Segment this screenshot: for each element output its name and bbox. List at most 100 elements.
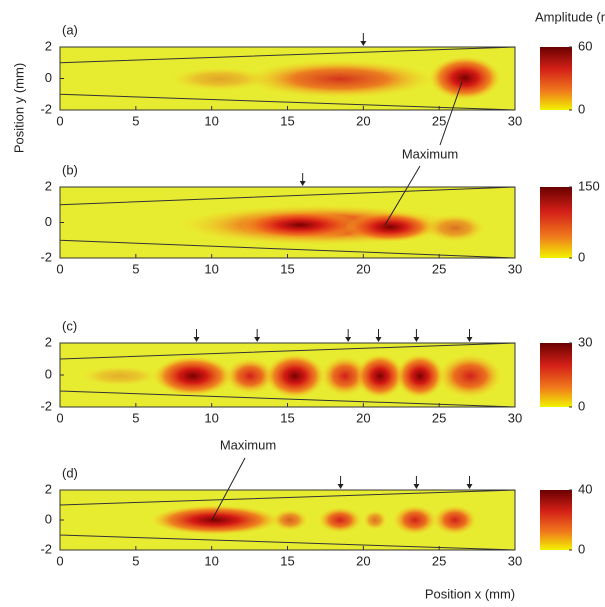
colorbar-tick-label: 0 [578,101,585,116]
x-tick-label: 5 [132,410,139,425]
y-tick-label: -2 [40,249,52,264]
x-tick-label: 25 [432,261,446,276]
x-tick-label: 30 [508,261,522,276]
field-blob [170,67,270,91]
colorbar-tick-label: 0 [578,398,585,413]
x-tick-label: 20 [356,553,370,568]
colorbar-tick-label: 60 [578,38,592,53]
colorbar [540,343,572,407]
y-tick-label: 2 [45,38,52,53]
field-blob [356,354,404,398]
x-tick-label: 10 [204,553,218,568]
arrow-head [345,337,352,342]
annotation: Maximum [402,146,458,161]
field-blob [321,356,369,396]
panel-label: (d) [62,465,78,480]
y-tick-label: 0 [45,366,52,381]
y-tick-label: 2 [45,178,52,193]
field-blob [429,56,501,100]
x-tick-label: 30 [508,410,522,425]
panel-label: (c) [62,318,77,333]
y-tick-label: 0 [45,214,52,229]
x-tick-label: 0 [56,410,63,425]
field-blob [433,505,477,535]
colorbar-tick-label: 30 [578,334,592,349]
x-tick-label: 25 [432,410,446,425]
x-tick-label: 10 [204,113,218,128]
x-tick-label: 5 [132,553,139,568]
y-axis-label: Position y (mm) [11,63,26,153]
field-blob [438,354,502,398]
y-tick-label: -2 [40,101,52,116]
field-blob [225,358,275,394]
x-tick-label: 25 [432,113,446,128]
arrow-head [337,484,344,489]
arrow-head [466,337,473,342]
x-axis-label: Position x (mm) [425,586,515,601]
annotation-line [211,457,246,521]
x-tick-label: 15 [280,553,294,568]
field-a [170,56,501,100]
panel-label: (a) [62,22,78,37]
x-tick-label: 30 [508,553,522,568]
field-blob [80,366,160,386]
x-tick-label: 0 [56,261,63,276]
colorbar-tick-label: 0 [578,541,585,556]
arrow-head [299,181,306,186]
colorbar [540,187,572,258]
field-blob [272,509,308,531]
x-tick-label: 10 [204,261,218,276]
panel-label: (b) [62,162,78,177]
x-tick-label: 30 [508,113,522,128]
arrow-head [413,484,420,489]
x-tick-label: 20 [356,410,370,425]
annotation-line [439,81,463,146]
field-b [180,205,485,245]
x-tick-label: 15 [280,261,294,276]
field-c [80,354,502,398]
colorbar [540,490,572,550]
field-blob [393,505,437,535]
arrow-head [413,337,420,342]
field-blob [396,354,444,398]
arrow-head [375,337,382,342]
colorbar [540,47,572,110]
y-tick-label: 0 [45,70,52,85]
y-tick-label: -2 [40,541,52,556]
field-blob [245,60,435,98]
colorbar-tick-label: 150 [578,178,600,193]
field-blob [425,214,485,242]
arrow-head [360,41,367,46]
y-tick-label: 2 [45,481,52,496]
annotation-line [384,165,421,226]
field-blob [153,356,233,396]
field-blob [345,212,435,242]
arrow-head [193,337,200,342]
annotation: Maximum [220,437,276,452]
field-blob [265,354,325,398]
colorbar-title: Amplitude (nm) [535,9,605,24]
y-tick-label: 2 [45,334,52,349]
arrow-head [466,484,473,489]
y-tick-label: 0 [45,511,52,526]
x-tick-label: 5 [132,261,139,276]
field-blob [150,505,280,535]
x-tick-label: 0 [56,553,63,568]
field-blob [240,211,360,239]
x-tick-label: 20 [356,261,370,276]
x-tick-label: 0 [56,113,63,128]
x-tick-label: 10 [204,410,218,425]
field-blob [318,507,362,533]
x-tick-label: 5 [132,113,139,128]
y-tick-label: -2 [40,398,52,413]
field-blob [363,510,387,530]
colorbar-tick-label: 0 [578,249,585,264]
x-tick-label: 25 [432,553,446,568]
x-tick-label: 15 [280,113,294,128]
x-tick-label: 15 [280,410,294,425]
arrow-head [254,337,261,342]
field-d [150,505,477,535]
x-tick-label: 20 [356,113,370,128]
colorbar-tick-label: 40 [578,481,592,496]
